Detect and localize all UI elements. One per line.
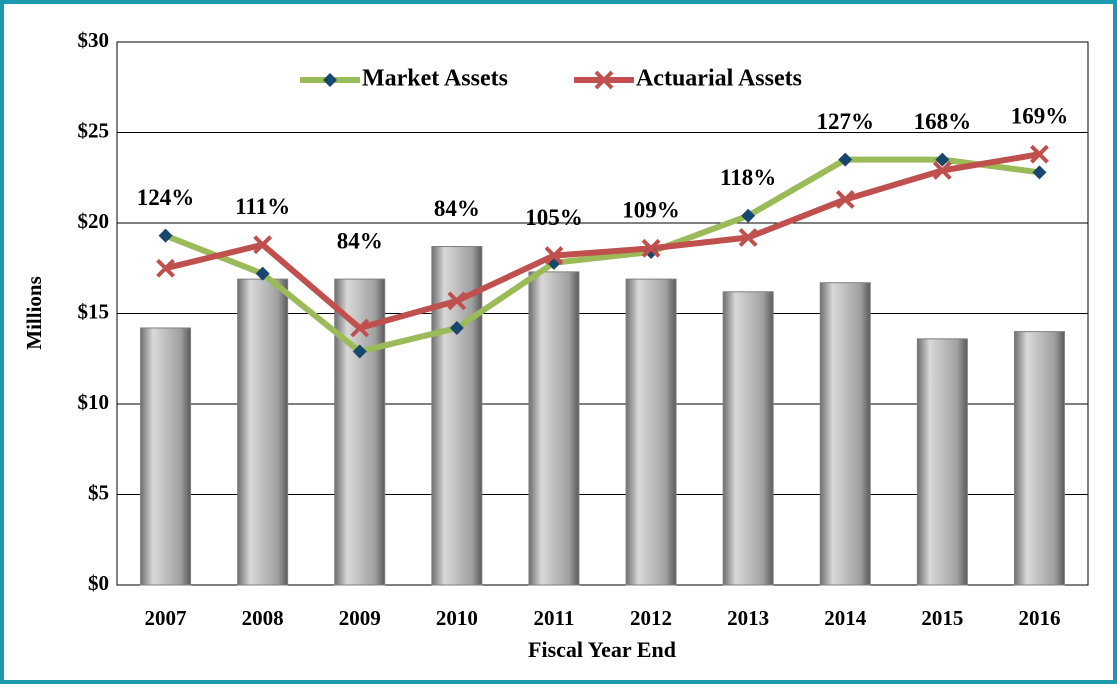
marker — [935, 152, 950, 167]
marker — [641, 238, 661, 258]
bar — [1013, 331, 1065, 586]
marker — [350, 318, 370, 338]
data-label: 118% — [720, 165, 776, 190]
y-tick-label: $0 — [88, 571, 109, 595]
marker — [1032, 165, 1047, 180]
marker — [1030, 144, 1049, 164]
legend-marker — [323, 73, 337, 87]
legend-marker — [594, 70, 614, 90]
data-label: 124% — [137, 185, 195, 210]
data-label: 169% — [1011, 104, 1069, 129]
y-tick-label: $10 — [78, 390, 110, 414]
bar — [722, 291, 774, 586]
x-tick-label: 2016 — [1018, 606, 1060, 630]
x-tick-label: 2008 — [242, 606, 284, 630]
marker — [447, 291, 467, 311]
marker — [158, 228, 173, 243]
bar — [140, 327, 192, 586]
y-tick-label: $5 — [88, 480, 109, 504]
marker — [741, 208, 756, 223]
marker — [253, 235, 273, 255]
x-axis-label: Fiscal Year End — [528, 637, 676, 662]
x-tick-label: 2014 — [824, 606, 867, 630]
x-tick-label: 2012 — [630, 606, 672, 630]
marker — [738, 228, 758, 247]
y-tick-label: $30 — [78, 28, 110, 52]
x-tick-label: 2010 — [436, 606, 478, 630]
bar — [916, 338, 968, 586]
marker — [255, 266, 270, 281]
series-line — [164, 151, 1040, 331]
data-label: 84% — [434, 196, 480, 221]
legend-label: Actuarial Assets — [636, 66, 802, 92]
data-label: 109% — [622, 198, 680, 223]
series-line — [164, 156, 1040, 355]
marker — [544, 246, 564, 265]
x-tick-label: 2015 — [921, 606, 963, 630]
bar — [431, 246, 483, 586]
x-tick-label: 2007 — [145, 606, 187, 630]
data-label: 84% — [337, 228, 383, 253]
bar — [237, 278, 289, 586]
bar — [528, 271, 580, 586]
legend-label: Market Assets — [362, 66, 508, 92]
bar — [819, 282, 871, 586]
bar — [625, 278, 677, 586]
data-label: 168% — [914, 109, 972, 134]
marker — [835, 190, 855, 209]
data-label: 127% — [817, 109, 875, 134]
marker — [838, 152, 853, 167]
y-axis-label: Millions — [22, 276, 46, 350]
data-label: 111% — [235, 194, 290, 219]
y-tick-label: $25 — [78, 118, 110, 142]
marker — [644, 244, 659, 259]
marker — [932, 161, 952, 180]
x-tick-label: 2009 — [339, 606, 381, 630]
y-tick-label: $20 — [78, 209, 110, 233]
marker — [352, 344, 367, 359]
data-label: 105% — [525, 205, 583, 230]
marker — [449, 320, 464, 335]
x-tick-label: 2013 — [727, 606, 769, 630]
marker — [156, 258, 175, 278]
y-tick-label: $15 — [78, 299, 110, 323]
x-tick-label: 2011 — [534, 606, 575, 630]
